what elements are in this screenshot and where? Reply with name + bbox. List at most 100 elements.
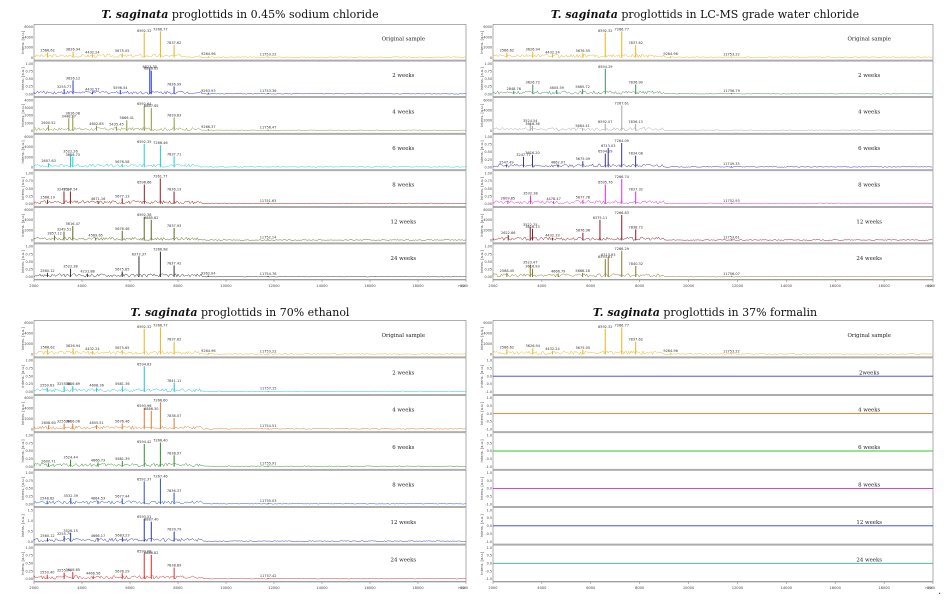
y-tick-label: 4000 — [24, 218, 33, 222]
peak-label: 6594.29 — [598, 65, 612, 69]
y-tick-label: 0.25 — [25, 85, 33, 89]
peak-label: 3626.94 — [526, 344, 541, 348]
peak-label: 3616.36 — [525, 122, 539, 126]
y-tick-label: 4000 — [24, 98, 33, 102]
y-axis-label: Intens. [a.u.] — [21, 30, 25, 54]
y-tick-label: 2000 — [24, 155, 33, 159]
peak-label: 4432.24 — [545, 347, 560, 351]
spectrum-baseline — [33, 350, 467, 355]
peak-label: 5677.44 — [115, 494, 130, 498]
x-tick-label: 12000 — [732, 586, 744, 590]
series-label: 6 weeks — [858, 146, 880, 152]
peak-label: 2550.63 — [40, 384, 54, 388]
series-label: 8 weeks — [392, 483, 414, 489]
y-tick-label: 1.00 — [484, 171, 492, 175]
x-unit-label: m/z — [925, 586, 932, 590]
y-tick-label: 0.25 — [25, 457, 33, 461]
peak-label: 3616.69 — [66, 382, 80, 386]
peak-label: 2560.12 — [40, 269, 54, 273]
peak-label: 3522.75 — [523, 223, 537, 227]
peak-label: 4466.56 — [86, 572, 100, 576]
peak-label: 2566.62 — [500, 345, 514, 349]
peak-label: 11753.61 — [723, 235, 740, 239]
series-label: 8 weeks — [858, 483, 880, 489]
peak-label: 6887.40 — [144, 518, 158, 522]
spectrum-row-4: Intens. [a.u.]1.00 0.75 0.50 0.25 0.00 2566.1… — [21, 170, 467, 207]
peak-label: 6886.62 — [144, 67, 158, 71]
peak-label: 4478.47 — [546, 197, 560, 201]
y-tick-label: 0.75 — [484, 143, 492, 147]
peak-label: 3616.08 — [66, 112, 80, 116]
y-tick-label: 2000 — [24, 46, 33, 50]
peak-label: 4569.65 — [88, 234, 102, 238]
y-tick-label: -0.5 — [485, 569, 492, 573]
peak-label: 2566.62 — [500, 49, 514, 53]
series-label: 2 weeks — [858, 73, 880, 79]
spectrum-row-2: Intens. [a.u.]4000 3000 2000 1000 0 2600.52 34… — [21, 97, 467, 134]
row-frame — [33, 469, 467, 507]
series-label: 8 weeks — [392, 183, 414, 189]
peak-label: 3249.14 — [57, 187, 72, 191]
x-tick-label: 14000 — [316, 586, 328, 590]
peak-label: 6592.32 — [137, 325, 151, 329]
y-tick-label: -0.5 — [485, 382, 492, 386]
peak-label: 7838.72 — [628, 225, 642, 229]
peak-label: 3616.06 — [66, 420, 80, 424]
y-tick-label: 0.00 — [25, 390, 33, 394]
spectrum-baseline — [33, 236, 467, 242]
spectrum-baseline — [33, 574, 467, 580]
peak-label: 7266.83 — [615, 211, 629, 215]
spectrum-row-4: Intens. [a.u.]1.0 0.5 0.0 -0.5 -1.0 8 weeks — [480, 469, 934, 507]
peak-label: 7837.62 — [167, 338, 181, 342]
x-tick-label: 16000 — [830, 586, 842, 590]
peak-label: 7837.62 — [167, 41, 181, 45]
y-tick-label: 6000 — [24, 25, 33, 29]
x-tick-label: 4000 — [77, 284, 87, 288]
y-tick-label: 0.5 — [487, 366, 492, 370]
peak-label: 6593.51 — [137, 515, 151, 519]
y-tick-label: 0.25 — [484, 194, 492, 198]
row-frame — [33, 432, 467, 470]
y-tick-label: -0.5 — [485, 494, 492, 498]
peak-label: 6887.65 — [144, 104, 158, 108]
panel-title-ethanol: T. saginata proglottids in 70% ethanol — [20, 306, 460, 319]
spectrum-row-0: Intens. [a.u.] 6000 4000 2000 0 2566.62 3626.9… — [21, 320, 467, 358]
series-label: Original sample — [382, 36, 425, 42]
peak-label: 3524.54 — [523, 119, 538, 123]
y-tick-label: 0.25 — [25, 194, 33, 198]
peak-label: 7267.46 — [153, 475, 167, 479]
peak-label: 4432.24 — [85, 50, 100, 54]
peak-label: 3616.73 — [66, 153, 80, 157]
y-tick-label: 0.50 — [25, 561, 33, 565]
y-axis-label: Intens. [a.u.] — [480, 30, 484, 54]
y-axis-label: Intens. [a.u.] — [21, 140, 25, 164]
series-label: Original sample — [847, 36, 890, 42]
title-rest: proglottids in 0.45% sodium chloride — [168, 8, 379, 21]
peak-label: 4662.07 — [551, 161, 565, 165]
y-tick-label: 0.50 — [484, 77, 492, 81]
row-frame — [33, 544, 467, 582]
peak-label: 7266.98 — [153, 248, 167, 252]
row-frame — [33, 24, 467, 61]
peak-label: 3255.64 — [57, 420, 72, 424]
x-tick-label: 18000 — [412, 284, 424, 288]
y-tick-label: 0.50 — [484, 187, 492, 191]
y-tick-label: 0.50 — [25, 374, 33, 378]
peak-label: 2608.60 — [41, 421, 55, 425]
peak-label: 3526.15 — [63, 529, 77, 533]
y-tick-label: 1.0 — [487, 359, 492, 363]
series-label: 6 weeks — [392, 445, 414, 451]
y-axis-label: Intens. [a.u.] — [480, 364, 484, 388]
y-tick-label: 0.00 — [25, 465, 33, 469]
peak-label: 5666.18 — [575, 269, 589, 273]
spectrum-baseline — [33, 462, 467, 468]
peak-label: 6373.37 — [132, 252, 146, 256]
x-tick-label: 8000 — [635, 284, 645, 288]
peak-label: 6592.38 — [137, 213, 151, 217]
row-frame — [492, 207, 934, 244]
